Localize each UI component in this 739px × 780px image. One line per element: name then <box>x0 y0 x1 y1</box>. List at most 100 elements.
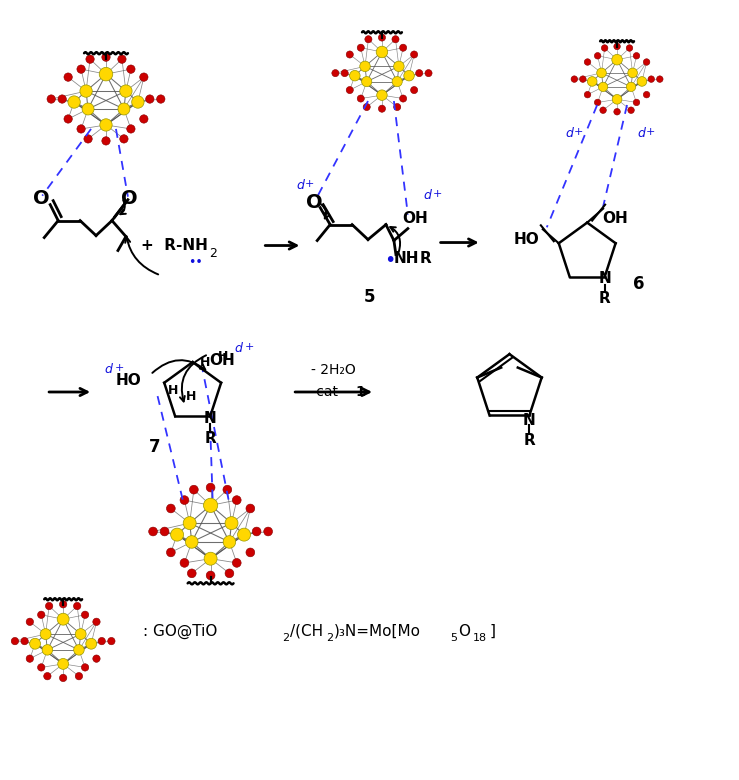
Circle shape <box>64 115 72 123</box>
Circle shape <box>656 76 663 83</box>
Circle shape <box>332 69 339 76</box>
Text: d: d <box>104 363 112 376</box>
Circle shape <box>415 69 423 76</box>
Circle shape <box>86 638 97 649</box>
Circle shape <box>108 637 115 645</box>
Text: )₃N=Mo[Mo: )₃N=Mo[Mo <box>334 624 421 639</box>
Circle shape <box>633 99 640 106</box>
Text: d: d <box>637 127 645 140</box>
Text: O: O <box>33 190 50 208</box>
Circle shape <box>378 105 386 112</box>
Circle shape <box>82 103 94 115</box>
Text: /(CH: /(CH <box>290 624 324 639</box>
Circle shape <box>232 496 241 505</box>
Circle shape <box>58 95 67 103</box>
Circle shape <box>206 483 215 492</box>
Circle shape <box>596 68 606 78</box>
Circle shape <box>633 52 640 59</box>
Circle shape <box>11 637 18 645</box>
Text: 7: 7 <box>149 438 160 456</box>
Text: N: N <box>204 410 217 426</box>
Text: HO: HO <box>514 232 539 246</box>
Circle shape <box>98 637 106 645</box>
Circle shape <box>628 107 634 113</box>
Circle shape <box>149 527 157 536</box>
Circle shape <box>188 569 196 578</box>
Circle shape <box>392 36 399 43</box>
Circle shape <box>93 618 101 626</box>
Circle shape <box>126 65 135 73</box>
Circle shape <box>77 125 85 133</box>
Circle shape <box>38 664 45 671</box>
Circle shape <box>58 658 69 669</box>
Circle shape <box>232 558 241 567</box>
Text: H: H <box>218 350 228 363</box>
Circle shape <box>585 91 590 98</box>
Circle shape <box>166 504 175 513</box>
Circle shape <box>120 135 128 143</box>
Circle shape <box>203 498 218 512</box>
Circle shape <box>357 95 364 102</box>
Circle shape <box>81 611 89 619</box>
Circle shape <box>376 46 388 58</box>
Circle shape <box>360 61 370 72</box>
Text: - cat: - cat <box>307 385 343 399</box>
Circle shape <box>614 108 620 115</box>
Text: d: d <box>423 189 432 202</box>
Circle shape <box>40 629 51 640</box>
Circle shape <box>637 76 647 87</box>
Text: d: d <box>565 127 573 140</box>
Circle shape <box>102 53 110 62</box>
Circle shape <box>75 629 86 640</box>
Circle shape <box>26 655 33 662</box>
Circle shape <box>171 528 183 541</box>
Circle shape <box>206 571 215 580</box>
Text: R: R <box>599 291 610 306</box>
Text: NH: NH <box>394 251 420 266</box>
Circle shape <box>264 527 273 536</box>
Circle shape <box>68 96 81 108</box>
Text: d: d <box>296 179 304 192</box>
Circle shape <box>392 76 402 87</box>
Text: +  R-NH: + R-NH <box>141 238 208 253</box>
Circle shape <box>403 70 415 81</box>
Circle shape <box>644 91 650 98</box>
Circle shape <box>38 611 45 619</box>
Circle shape <box>628 68 638 78</box>
Circle shape <box>118 103 130 115</box>
Circle shape <box>594 52 601 59</box>
Circle shape <box>612 94 622 105</box>
Circle shape <box>185 536 198 548</box>
Circle shape <box>585 58 590 66</box>
Circle shape <box>86 55 95 63</box>
Circle shape <box>350 70 360 81</box>
Text: R: R <box>205 431 216 445</box>
Circle shape <box>627 82 636 91</box>
Circle shape <box>180 558 189 567</box>
Circle shape <box>614 43 620 50</box>
Text: OH: OH <box>402 211 428 226</box>
Circle shape <box>626 44 633 51</box>
Circle shape <box>77 65 85 73</box>
Text: +: + <box>115 363 124 373</box>
Circle shape <box>160 527 169 536</box>
Circle shape <box>30 638 41 649</box>
Text: : GO@TiO: : GO@TiO <box>143 623 217 639</box>
Text: •: • <box>384 251 395 270</box>
Text: O: O <box>457 624 470 639</box>
Circle shape <box>579 76 586 83</box>
Circle shape <box>146 95 154 103</box>
Circle shape <box>204 552 217 566</box>
Text: 2: 2 <box>326 633 333 643</box>
Circle shape <box>189 485 198 494</box>
Circle shape <box>93 655 101 662</box>
Circle shape <box>99 67 113 81</box>
Circle shape <box>225 569 234 578</box>
Circle shape <box>75 672 83 680</box>
Circle shape <box>223 536 236 548</box>
Text: O: O <box>120 190 137 208</box>
Circle shape <box>361 76 372 87</box>
Circle shape <box>21 637 28 645</box>
Circle shape <box>132 96 144 108</box>
Text: 2: 2 <box>210 247 217 260</box>
